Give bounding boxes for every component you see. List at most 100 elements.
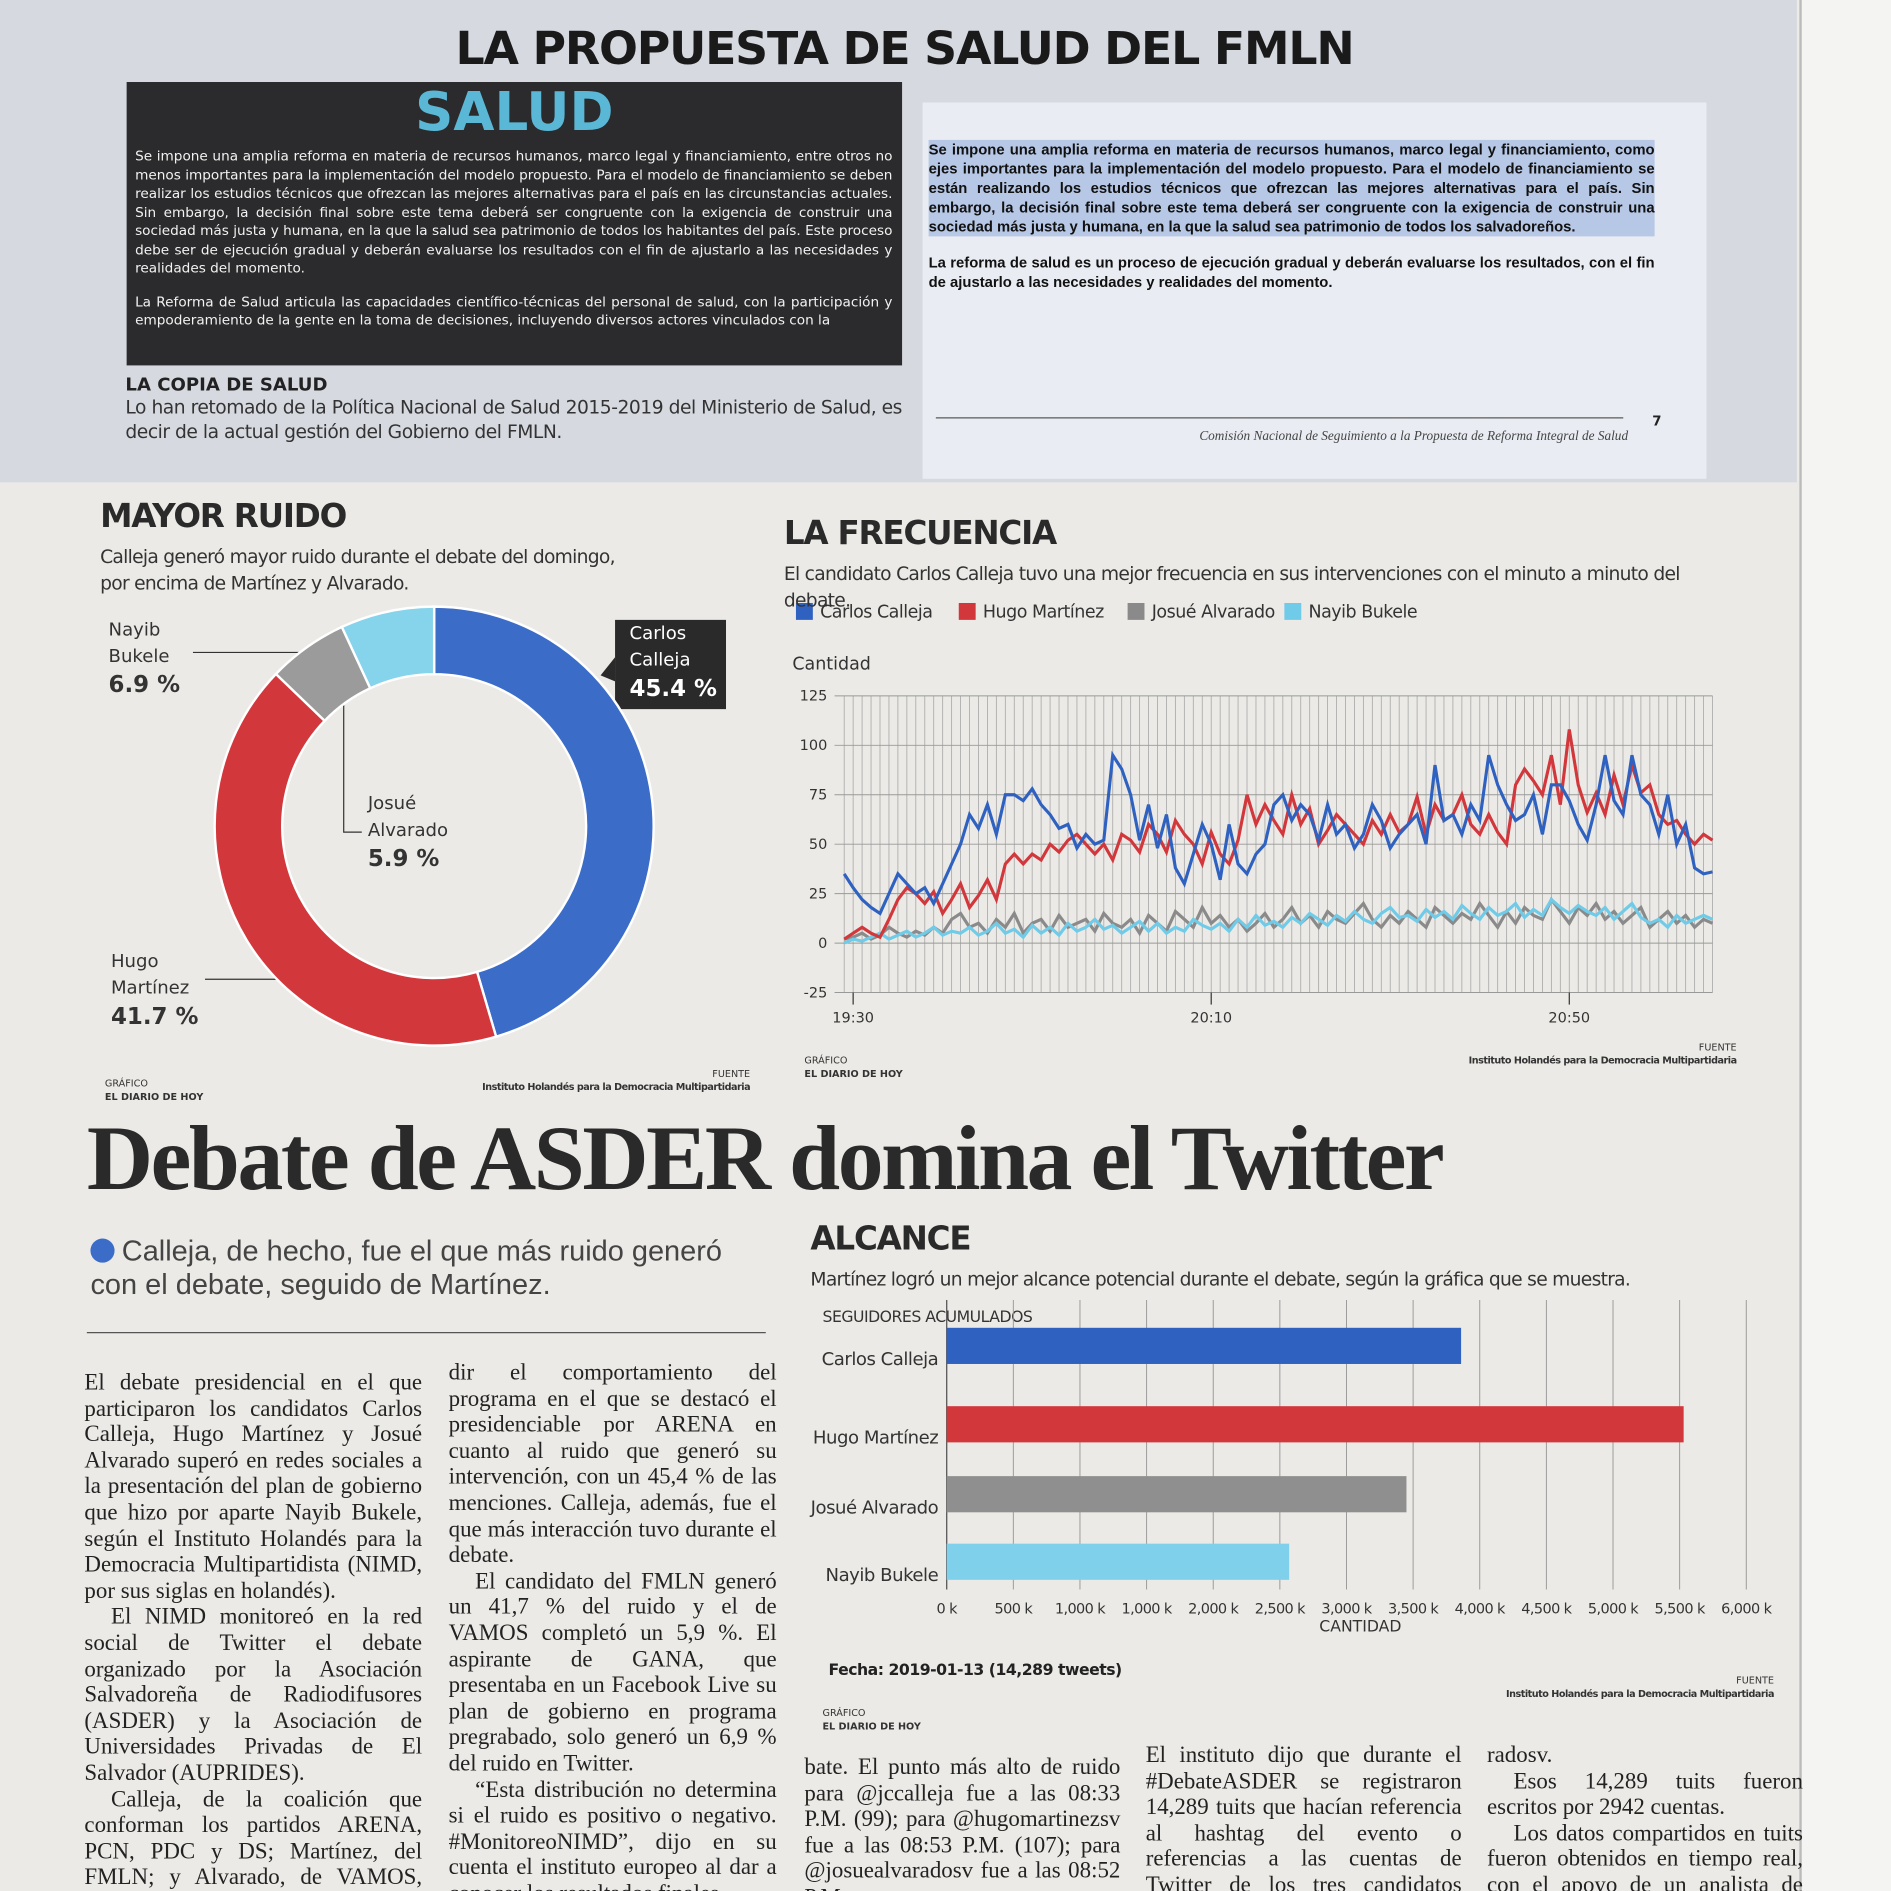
- x-tick-label: 4,500 k: [1521, 1602, 1572, 1618]
- caption-text: Lo han retomado de la Política Nacional …: [125, 396, 902, 443]
- source: Instituto Holandés para la Democracia Mu…: [482, 1081, 750, 1093]
- slice-value-label: 41.7 %: [110, 1003, 199, 1030]
- x-tick-label: 500 k: [995, 1602, 1034, 1618]
- slice-label: Josué Alvarado: [367, 792, 449, 841]
- page-title: LA PROPUESTA DE SALUD DEL FMLN: [455, 21, 1354, 75]
- article-paragraph: El NIMD monitoreó en la red social de Tw…: [84, 1604, 423, 1786]
- article-paragraph: El debate presidencial en el que partici…: [84, 1370, 423, 1604]
- y-tick-label: 50: [809, 837, 827, 853]
- article-paragraph: El instituto dijo que durante el #Debate…: [1145, 1742, 1462, 1891]
- chart-title: LA FRECUENCIA: [784, 514, 1058, 552]
- article-column: El debate presidencial en el que partici…: [84, 1370, 422, 1891]
- x-tick-label: 3,000 k: [1321, 1602, 1372, 1618]
- credit-label: GRÁFICO: [822, 1706, 865, 1719]
- article-paragraph: “Esta distribución no determina si el ru…: [448, 1777, 777, 1891]
- callout-box: [615, 619, 727, 710]
- article-paragraph: Los datos compartidos en tuits fueron ob…: [1486, 1820, 1803, 1891]
- article-paragraph: dir el comportamiento del programa en el…: [448, 1360, 777, 1568]
- line-series: [843, 729, 1714, 941]
- source: Instituto Holandés para la Democracia Mu…: [1469, 1055, 1737, 1067]
- legend-swatch: [1127, 602, 1145, 620]
- category-label: Nayib Bukele: [826, 1565, 939, 1586]
- document-text: Se impone una amplia reforma en materia …: [928, 139, 1655, 309]
- bar: [946, 1476, 1407, 1513]
- x-tick-label: 19:30: [832, 1011, 874, 1027]
- y-tick-label: -25: [804, 985, 828, 1001]
- salud-text: Se impone una amplia reforma en materia …: [135, 147, 892, 364]
- x-tick-label: 3,500 k: [1388, 1602, 1439, 1618]
- x-tick-label: 20:50: [1548, 1011, 1590, 1027]
- x-axis-label: CANTIDAD: [1319, 1617, 1401, 1636]
- y-tick-label: 0: [818, 936, 827, 952]
- salud-heading: SALUD: [415, 82, 614, 144]
- line-series: [843, 897, 1714, 945]
- y-axis-label: Cantidad: [792, 654, 871, 674]
- category-label: Josué Alvarado: [810, 1498, 939, 1519]
- line-series: [842, 750, 1713, 916]
- leader-line: [323, 698, 362, 833]
- document-footer: Comisión Nacional de Seguimiento a la Pr…: [1199, 429, 1629, 444]
- article-column: radosv. Esos 14,289 tuits fueron escritos…: [1487, 1743, 1803, 1891]
- x-tick-label: 0 k: [937, 1602, 959, 1618]
- article-column: bate. El punto más alto de ruido para @j…: [804, 1755, 1120, 1891]
- chart-subtitle: Martínez logró un mejor alcance potencia…: [810, 1268, 1631, 1291]
- document-paragraph: La reforma de salud es un proceso de eje…: [928, 254, 1655, 291]
- article-paragraph: Esos 14,289 tuits fueron escritos por 29…: [1486, 1768, 1803, 1821]
- source-label: FUENTE: [1736, 1676, 1774, 1687]
- source: Instituto Holandés para la Democracia Mu…: [1506, 1688, 1774, 1700]
- article-paragraph: El candidato del FMLN generó un 41,7 % d…: [448, 1568, 777, 1777]
- page-number: 7: [1652, 413, 1662, 430]
- legend-label: Hugo Martínez: [983, 602, 1104, 622]
- slice-label: Hugo Martínez: [110, 950, 190, 999]
- chart-subtitle: El candidato Carlos Calleja tuvo una mej…: [783, 563, 1681, 612]
- article-paragraph: bate. El punto más alto de ruido para @j…: [804, 1754, 1121, 1891]
- legend-swatch: [1284, 602, 1302, 620]
- bullet: [90, 1238, 115, 1263]
- chart-note: Fecha: 2019-01-13 (14,289 tweets): [829, 1660, 1122, 1679]
- x-tick-label: 5,500 k: [1655, 1602, 1706, 1618]
- y-tick-label: 75: [809, 788, 827, 804]
- chart-title: ALCANCE: [810, 1219, 970, 1257]
- bar: [946, 1406, 1684, 1443]
- donut-slice: [213, 672, 498, 1047]
- legend-label: Carlos Calleja: [820, 602, 932, 622]
- credit: EL DIARIO DE HOY: [804, 1069, 903, 1080]
- document-paragraph: Se impone una amplia reforma en materia …: [928, 139, 1655, 237]
- callout-pointer: [600, 657, 616, 682]
- credit: EL DIARIO DE HOY: [822, 1721, 921, 1732]
- slice-label: Carlos Calleja: [629, 622, 691, 671]
- chart-subtitle: Calleja generó mayor ruido durante el de…: [100, 546, 615, 595]
- bar: [946, 1327, 1462, 1364]
- subhead: Calleja, de hecho, fue el que más ruido …: [90, 1234, 722, 1302]
- x-tick-label: 2,500 k: [1255, 1602, 1306, 1618]
- slice-value-label: 5.9 %: [367, 845, 440, 872]
- x-tick-label: 1,000 k: [1055, 1602, 1106, 1618]
- credit-label: GRÁFICO: [105, 1077, 148, 1090]
- category-label: Carlos Calleja: [822, 1349, 939, 1370]
- headline: Debate de ASDER domina el Twitter: [86, 1108, 1445, 1210]
- article-paragraph: Calleja, de la coalición que conforman l…: [84, 1786, 423, 1891]
- axis-header: SEGUIDORES ACUMULADOS: [822, 1307, 1032, 1326]
- slice-value-label: 6.9 %: [108, 671, 181, 699]
- x-tick-label: 1,000 k: [1122, 1602, 1173, 1618]
- x-tick-label: 20:10: [1190, 1011, 1232, 1027]
- x-tick-label: 2,000 k: [1188, 1602, 1239, 1618]
- article-column: dir el comportamiento del programa en el…: [449, 1360, 777, 1891]
- legend-swatch: [958, 602, 976, 620]
- bar: [946, 1543, 1290, 1580]
- donut-slice: [340, 605, 436, 690]
- article-column: El instituto dijo que durante el #Debate…: [1146, 1743, 1462, 1891]
- credit: EL DIARIO DE HOY: [105, 1092, 204, 1103]
- category-label: Hugo Martínez: [813, 1428, 938, 1449]
- subhead-wrap: Calleja, de hecho, fue el que más ruido …: [90, 1235, 765, 1303]
- page-edge: [1799, 0, 1891, 1891]
- y-tick-label: 25: [809, 886, 827, 902]
- chart-title: MAYOR RUIDO: [100, 497, 346, 535]
- x-tick-label: 4,000 k: [1455, 1602, 1506, 1618]
- footer-rule: [935, 417, 1624, 419]
- source-label: FUENTE: [1699, 1042, 1737, 1053]
- salud-paragraph: La Reforma de Salud articula las capacid…: [135, 293, 893, 329]
- donut-slice: [432, 605, 655, 1039]
